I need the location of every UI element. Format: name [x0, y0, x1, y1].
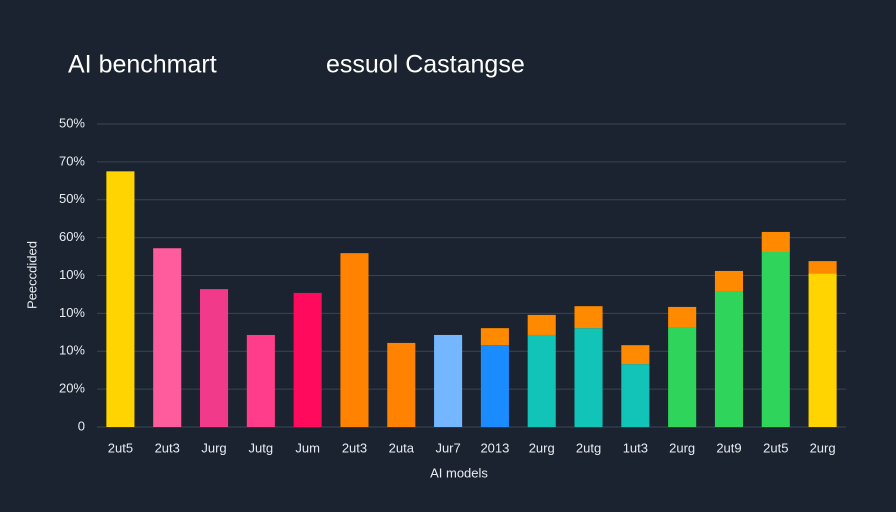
x-tick-label: 2urg [669, 440, 695, 455]
chart-title: AI benchmart [68, 51, 217, 79]
x-tick-label: 2ut5 [763, 440, 788, 455]
y-tick-label: 60% [59, 229, 85, 244]
bar [199, 289, 229, 427]
x-tick-label: 2ut3 [342, 440, 367, 455]
x-tick-label: 2013 [480, 440, 509, 455]
bar [293, 292, 322, 427]
bar [714, 291, 744, 427]
bar [527, 334, 556, 427]
bar [387, 342, 416, 427]
bar [153, 248, 182, 427]
bar [621, 364, 650, 427]
x-tick-label: 2ut9 [716, 440, 741, 455]
y-tick-label: 50% [59, 191, 85, 206]
x-tick-label: 2urg [810, 440, 836, 455]
y-tick-label: 10% [59, 343, 85, 358]
x-tick-label: 2uta [389, 440, 415, 455]
x-axis-label: AI models [430, 465, 488, 480]
y-tick-label: 70% [59, 153, 85, 168]
chart-subtitle: essuol Castangse [326, 51, 525, 79]
bar [761, 252, 790, 427]
bar [668, 306, 697, 328]
bar [714, 270, 744, 292]
x-tick-label: 1ut3 [623, 440, 648, 455]
x-tick-label: 2ut5 [108, 440, 133, 455]
y-tick-label: 50% [59, 115, 85, 130]
bar [480, 345, 509, 427]
x-tick-label: Jutg [249, 440, 274, 455]
bar [574, 306, 603, 329]
bar [808, 273, 837, 427]
y-tick-label: 20% [59, 381, 85, 396]
bar [761, 231, 790, 253]
bar [106, 171, 135, 427]
x-tick-label: Jurg [201, 440, 226, 455]
bar [246, 334, 275, 427]
x-tick-label: 2ut3 [155, 440, 180, 455]
bar [480, 328, 509, 346]
y-axis-label: Peeccdided [24, 241, 39, 309]
bar [621, 345, 650, 365]
x-tick-label: Jur7 [435, 440, 460, 455]
x-tick-label: Jum [295, 440, 320, 455]
bar [668, 327, 697, 427]
bar [808, 261, 837, 274]
bar [340, 253, 369, 427]
y-tick-label: 10% [59, 305, 85, 320]
bar [527, 314, 556, 335]
bar [434, 334, 463, 427]
x-tick-label: 2urg [529, 440, 555, 455]
y-tick-label: 0 [78, 418, 85, 433]
x-tick-label: 2utg [576, 440, 601, 455]
y-tick-label: 10% [59, 267, 85, 282]
bar [574, 328, 603, 427]
